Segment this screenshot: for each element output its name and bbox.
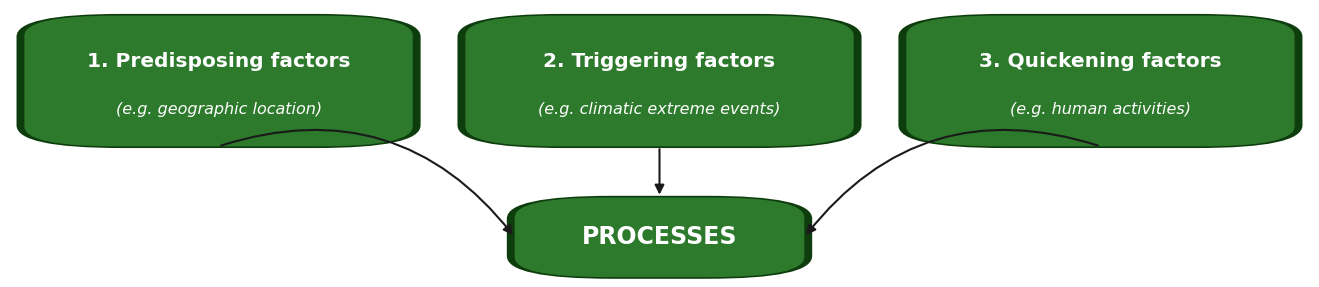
Text: 1. Predisposing factors: 1. Predisposing factors	[87, 52, 351, 71]
FancyBboxPatch shape	[506, 196, 813, 279]
FancyBboxPatch shape	[25, 15, 413, 146]
Text: (e.g. climatic extreme events): (e.g. climatic extreme events)	[538, 102, 781, 117]
FancyBboxPatch shape	[514, 197, 805, 277]
FancyBboxPatch shape	[906, 15, 1294, 146]
Text: (e.g. human activities): (e.g. human activities)	[1010, 102, 1191, 117]
Text: PROCESSES: PROCESSES	[582, 225, 737, 249]
FancyBboxPatch shape	[458, 14, 861, 148]
Text: (e.g. geographic location): (e.g. geographic location)	[116, 102, 322, 117]
FancyBboxPatch shape	[466, 15, 853, 146]
FancyBboxPatch shape	[898, 14, 1302, 148]
Text: 3. Quickening factors: 3. Quickening factors	[979, 52, 1221, 71]
FancyBboxPatch shape	[17, 14, 421, 148]
Text: 2. Triggering factors: 2. Triggering factors	[543, 52, 776, 71]
